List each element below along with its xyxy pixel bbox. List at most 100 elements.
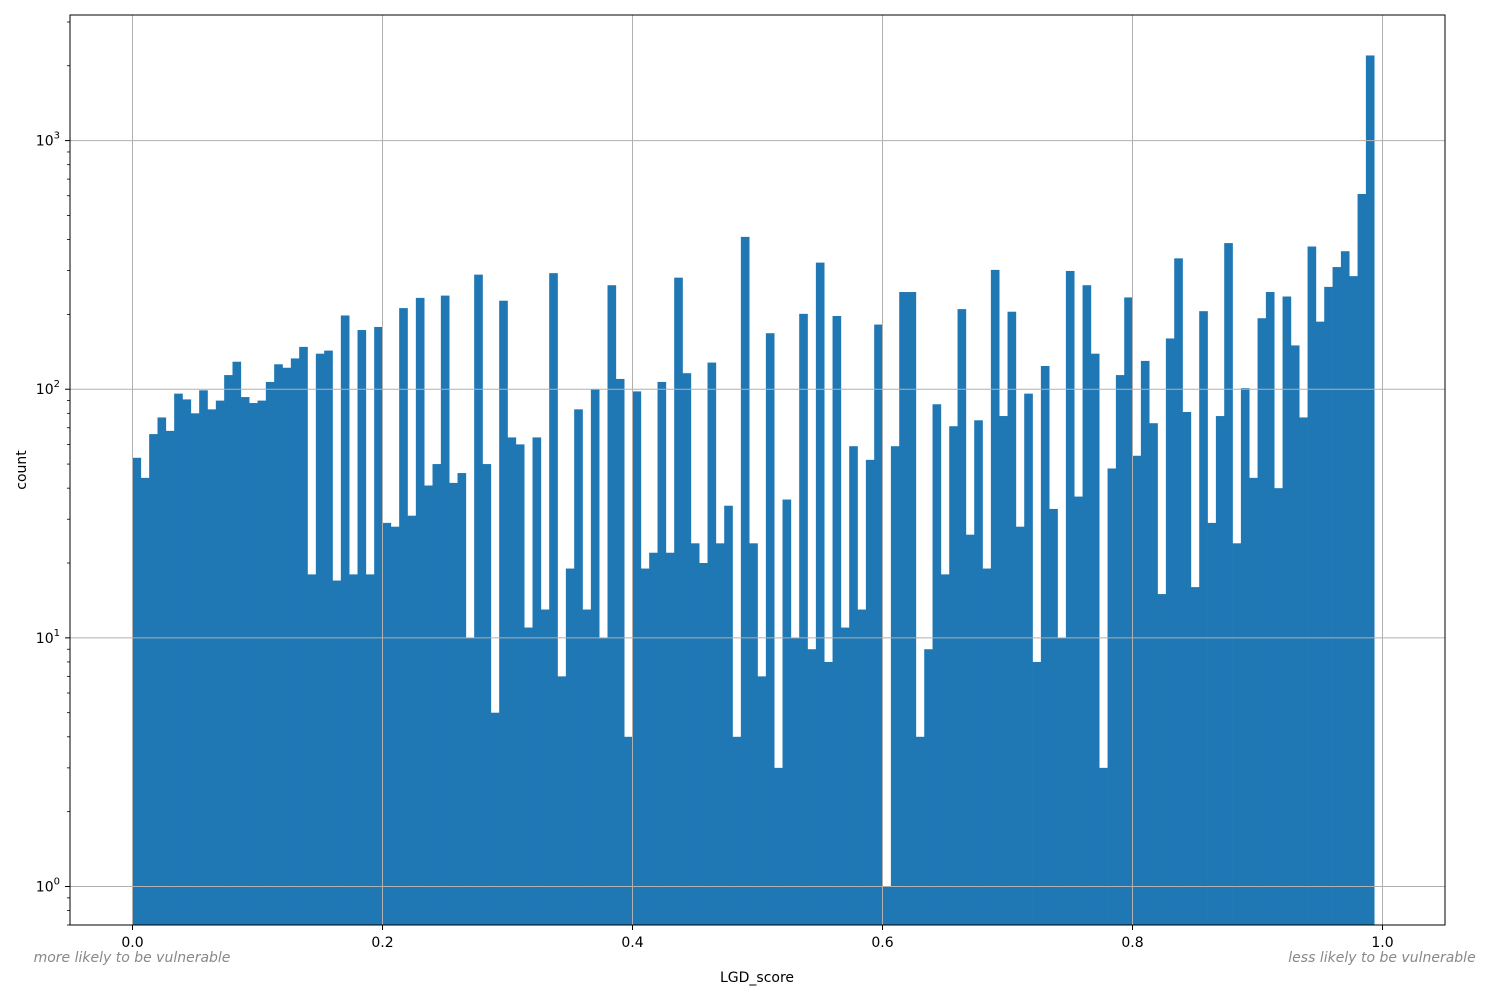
histogram-bar xyxy=(940,574,950,925)
histogram-bar xyxy=(474,274,483,925)
histogram-bar xyxy=(1324,286,1333,925)
histogram-bar xyxy=(1099,767,1108,925)
histogram-bar xyxy=(1065,270,1075,926)
histogram-bar xyxy=(507,437,517,925)
histogram-bar xyxy=(1174,258,1183,925)
histogram-bar xyxy=(299,346,308,925)
histogram-bar xyxy=(182,399,192,925)
x-tick-label: 0.8 xyxy=(1121,935,1143,951)
histogram-bar xyxy=(265,381,275,925)
histogram-bar xyxy=(432,464,442,925)
histogram-bar xyxy=(449,482,458,925)
histogram-bar xyxy=(949,426,958,925)
histogram-bar xyxy=(1040,366,1050,925)
histogram-bar xyxy=(1124,297,1133,925)
grid-lines xyxy=(70,15,1445,925)
histogram-bar xyxy=(315,353,325,925)
histogram-bar xyxy=(190,413,200,925)
histogram-bar xyxy=(499,300,508,926)
histogram-bar xyxy=(240,397,250,925)
histogram-bar xyxy=(132,457,142,925)
histogram-bar xyxy=(1307,246,1317,925)
histogram-bar xyxy=(1049,508,1058,925)
histogram-bar xyxy=(782,499,792,925)
histogram-bar xyxy=(1190,587,1200,925)
histogram-bar xyxy=(374,326,383,926)
histogram-bar xyxy=(1090,353,1100,925)
histogram-bar xyxy=(524,627,533,925)
histogram-bar xyxy=(707,362,717,925)
histogram-bar xyxy=(865,459,875,925)
histogram-bar xyxy=(1282,296,1292,925)
histogram-bar xyxy=(149,434,158,925)
histogram-bar xyxy=(274,364,283,925)
x-tick-label: 0.6 xyxy=(871,935,893,951)
histogram-bar xyxy=(207,409,217,926)
histogram-bar xyxy=(1265,292,1275,925)
histogram-bar xyxy=(407,515,417,925)
histogram-bar xyxy=(224,375,233,926)
histogram-bar xyxy=(1315,321,1325,925)
x-tick-label: 0.4 xyxy=(621,935,643,951)
histogram-bar xyxy=(1140,360,1150,925)
histogram-bar xyxy=(890,446,900,925)
histogram-bar xyxy=(1165,338,1175,926)
histogram-bar xyxy=(199,390,208,925)
histogram-bar xyxy=(965,534,975,925)
histogram-bar xyxy=(382,522,392,925)
histogram-bar xyxy=(482,464,492,925)
histogram-bar xyxy=(682,373,692,925)
annotation-left: more likely to be vulnerable xyxy=(34,950,231,966)
histogram-bar xyxy=(565,568,575,925)
histogram-bar xyxy=(632,391,642,925)
histogram-bar xyxy=(1074,496,1083,925)
histogram-bar xyxy=(724,505,733,925)
histogram-bar xyxy=(982,568,992,925)
y-tick-label: 102 xyxy=(36,379,60,398)
histogram-bar xyxy=(390,526,400,925)
histogram-bar xyxy=(824,661,833,925)
histogram-bar xyxy=(165,430,175,925)
histogram-bar xyxy=(640,568,650,925)
histogram-bar xyxy=(899,292,908,925)
histogram-bar xyxy=(649,552,658,925)
histogram-bar xyxy=(1349,276,1358,925)
histogram-bar xyxy=(1215,416,1225,925)
histogram-bar xyxy=(882,886,892,925)
histogram-bar xyxy=(1240,388,1250,925)
histogram-bar xyxy=(790,637,800,925)
histogram-bar xyxy=(974,420,983,925)
histogram-bar xyxy=(1290,345,1300,925)
histogram-bar xyxy=(1199,311,1208,925)
histogram-bar xyxy=(232,361,242,926)
histogram-bar xyxy=(990,269,1000,925)
histogram-bar xyxy=(1082,285,1092,926)
histogram-bar xyxy=(532,437,542,925)
histogram-bar xyxy=(765,333,775,926)
histogram-bar xyxy=(674,277,683,925)
histogram-bar xyxy=(1115,375,1125,926)
histogram-bar xyxy=(732,736,742,925)
histogram-bar xyxy=(1357,193,1367,926)
y-axis-label: count xyxy=(14,450,30,490)
histogram-bar xyxy=(215,400,225,926)
histogram-bar xyxy=(457,473,467,925)
histogram-bar xyxy=(757,676,767,925)
histogram-bar xyxy=(1365,55,1375,925)
histogram-bar xyxy=(349,574,358,925)
histogram-bar xyxy=(590,389,600,926)
histogram-bar xyxy=(657,381,667,925)
y-tick-label: 101 xyxy=(36,628,60,647)
histogram-bar xyxy=(932,404,942,925)
histogram-bar xyxy=(574,409,583,926)
histogram-bar xyxy=(340,315,350,926)
histogram-bar xyxy=(365,574,375,925)
histogram-bar xyxy=(282,367,292,925)
histogram-bar xyxy=(1149,423,1158,925)
histogram-bar xyxy=(440,295,450,926)
histogram-bar xyxy=(1232,543,1242,925)
x-tick-label: 1.0 xyxy=(1371,935,1393,951)
histogram-bar xyxy=(307,574,317,925)
histogram-bar xyxy=(774,767,783,925)
x-axis-ticks: 0.0 0.2 0.4 0.6 0.8 1.0 xyxy=(121,925,1394,951)
